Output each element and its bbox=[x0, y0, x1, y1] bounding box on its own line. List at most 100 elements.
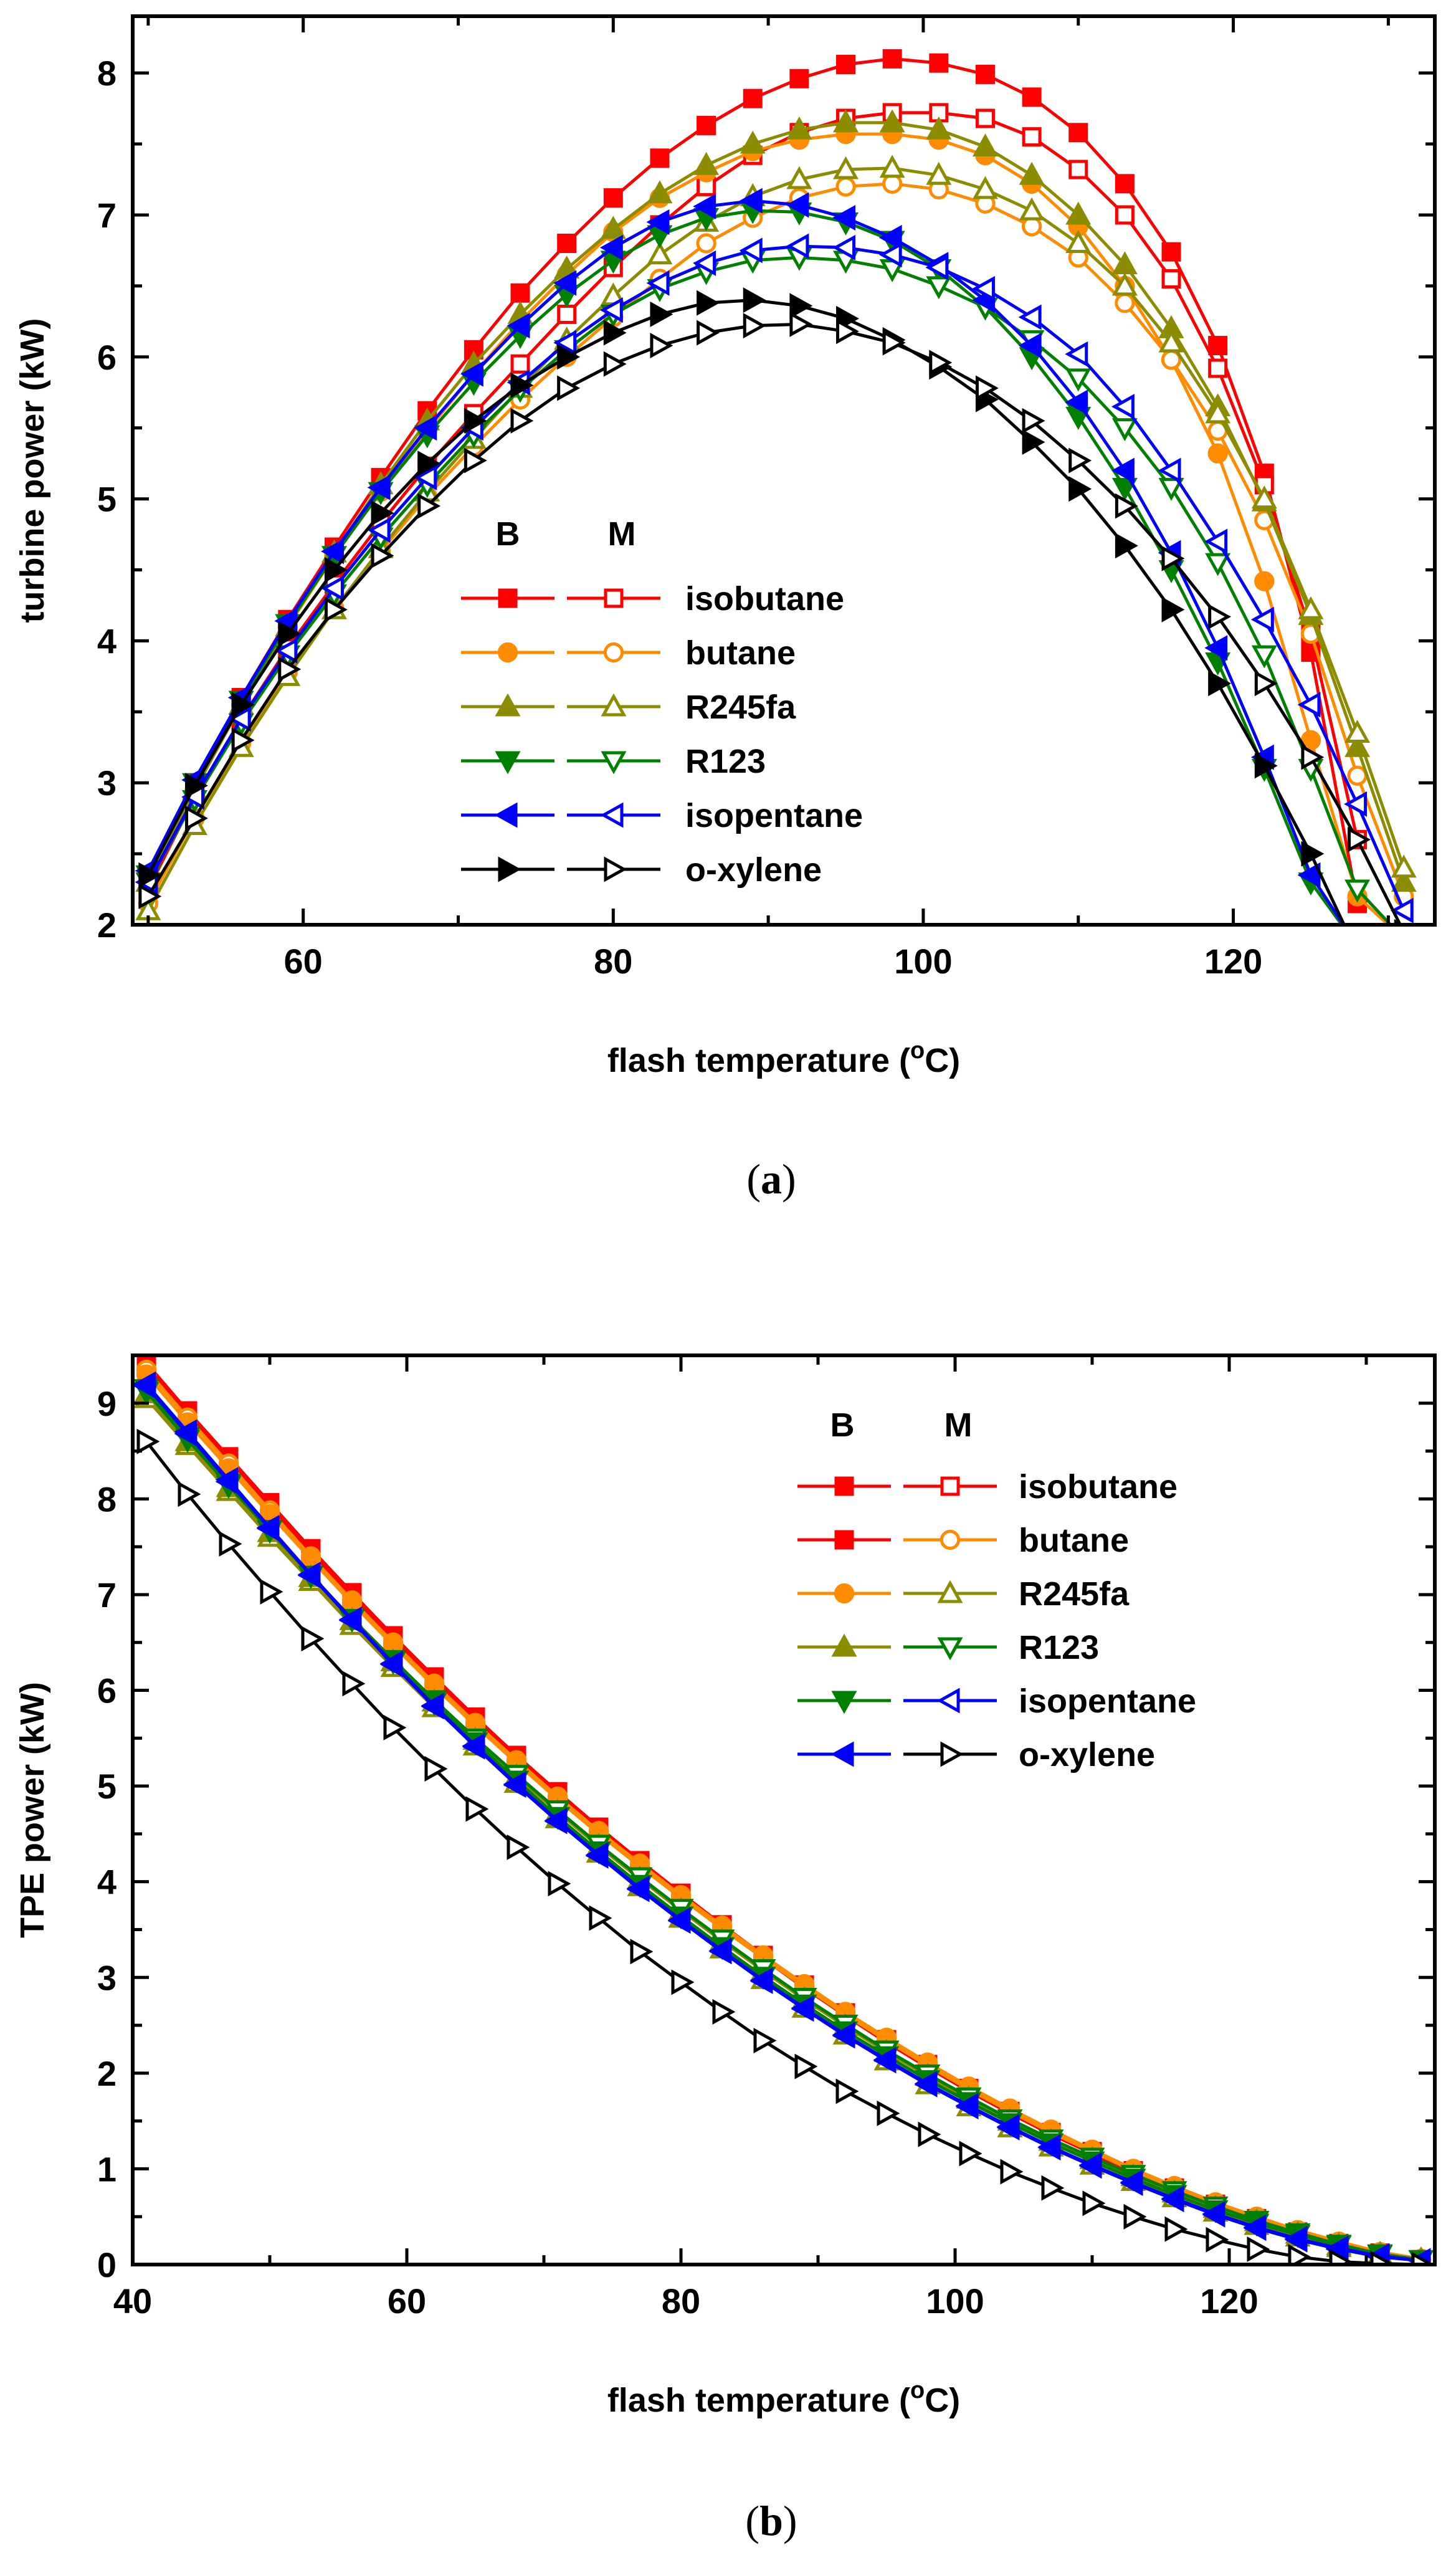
data-point bbox=[882, 49, 902, 69]
legend-label: R245fa bbox=[1019, 1575, 1130, 1613]
data-point bbox=[1065, 341, 1088, 367]
data-point bbox=[1243, 2214, 1267, 2240]
data-point bbox=[1297, 862, 1321, 888]
legend-item: R123 bbox=[461, 743, 766, 780]
data-point bbox=[1204, 635, 1228, 661]
data-point bbox=[972, 133, 998, 157]
y-axis-label: turbine power (kW) bbox=[14, 318, 51, 623]
x-tick-label: 80 bbox=[662, 2281, 700, 2321]
data-point bbox=[794, 2053, 818, 2079]
data-point bbox=[510, 408, 534, 434]
data-point bbox=[553, 270, 577, 296]
data-point bbox=[603, 188, 623, 208]
legend-item: isopentane bbox=[461, 797, 863, 834]
data-point bbox=[1111, 393, 1135, 419]
data-point bbox=[879, 155, 905, 178]
data-point bbox=[835, 176, 856, 197]
data-point bbox=[174, 1419, 197, 1445]
data-point bbox=[832, 204, 856, 231]
x-tick-label: 120 bbox=[1200, 2281, 1258, 2321]
legend-marker-b bbox=[834, 1583, 855, 1604]
data-point bbox=[789, 311, 813, 337]
data-point bbox=[996, 2114, 1020, 2140]
data-point bbox=[1022, 429, 1045, 455]
data-point bbox=[693, 250, 716, 276]
series-line bbox=[146, 209, 1344, 925]
data-point bbox=[959, 2141, 983, 2167]
data-point bbox=[1202, 2201, 1225, 2227]
x-tick-label: 80 bbox=[594, 942, 632, 981]
data-point bbox=[697, 320, 720, 346]
data-point bbox=[1208, 604, 1232, 630]
data-point bbox=[1158, 477, 1184, 501]
data-point bbox=[1325, 2235, 1349, 2261]
data-point bbox=[1068, 447, 1092, 474]
data-point bbox=[414, 415, 437, 441]
data-point bbox=[1123, 2203, 1147, 2230]
data-point bbox=[697, 115, 716, 135]
data-point bbox=[926, 161, 952, 185]
data-point bbox=[1298, 596, 1324, 619]
data-point bbox=[321, 538, 344, 565]
legend-marker-m bbox=[940, 1529, 961, 1550]
data-point bbox=[231, 692, 255, 718]
data-point bbox=[371, 543, 394, 569]
data-point bbox=[503, 1771, 526, 1797]
data-point bbox=[557, 234, 577, 253]
y-tick-label: 4 bbox=[97, 621, 117, 661]
series-line bbox=[146, 244, 1406, 912]
data-point bbox=[739, 237, 763, 264]
x-axis-label: flash temperature (oC) bbox=[607, 1038, 960, 1079]
data-point bbox=[1161, 2185, 1184, 2212]
legend-marker-m bbox=[604, 588, 624, 608]
series-line bbox=[146, 199, 1346, 925]
data-point bbox=[1115, 174, 1135, 194]
data-point bbox=[544, 1807, 568, 1833]
x-axis-label: flash temperature (oC) bbox=[607, 2377, 960, 2419]
data-point bbox=[926, 116, 952, 140]
y-tick-label: 2 bbox=[97, 905, 117, 945]
series-o-xylene-B bbox=[133, 1371, 1431, 2265]
legend-marker-m bbox=[936, 1687, 960, 1714]
legend-item: butane bbox=[797, 1522, 1129, 1559]
y-tick-label: 6 bbox=[97, 338, 117, 377]
legend-marker-b bbox=[495, 751, 521, 775]
data-point bbox=[1206, 2227, 1229, 2253]
data-point bbox=[464, 447, 487, 474]
data-point bbox=[743, 88, 763, 108]
legend-marker-b bbox=[494, 802, 518, 828]
data-point bbox=[464, 408, 487, 434]
y-tick-label: 2 bbox=[97, 2054, 117, 2093]
data-point bbox=[877, 2100, 900, 2126]
legend-marker-b bbox=[834, 1530, 854, 1550]
data-point bbox=[557, 304, 577, 324]
data-point bbox=[833, 109, 859, 133]
data-point bbox=[138, 862, 162, 888]
data-point bbox=[696, 233, 716, 254]
data-point bbox=[367, 517, 391, 543]
data-point bbox=[507, 313, 530, 339]
data-point bbox=[739, 188, 763, 214]
data-point bbox=[215, 1467, 239, 1493]
data-point bbox=[1161, 596, 1185, 623]
data-point bbox=[321, 575, 344, 601]
data-point bbox=[972, 176, 998, 199]
data-point bbox=[1022, 127, 1042, 147]
data-point bbox=[1120, 2169, 1143, 2195]
data-point bbox=[1391, 869, 1417, 892]
data-point bbox=[1115, 493, 1138, 519]
data-point bbox=[882, 330, 906, 356]
plot-frame bbox=[131, 1353, 1437, 2266]
data-point bbox=[786, 192, 809, 218]
data-point bbox=[421, 1692, 444, 1719]
legend-label: isopentane bbox=[685, 797, 863, 834]
data-point bbox=[548, 1871, 571, 1897]
data-point bbox=[1344, 791, 1368, 817]
data-point bbox=[1068, 123, 1088, 143]
data-point bbox=[460, 361, 483, 387]
legend-marker-b bbox=[830, 1741, 854, 1767]
chart-a: 60 80 100 120 2 3 4 5 6 7 8 flash temperature (oC) t… bbox=[14, 14, 1437, 1203]
